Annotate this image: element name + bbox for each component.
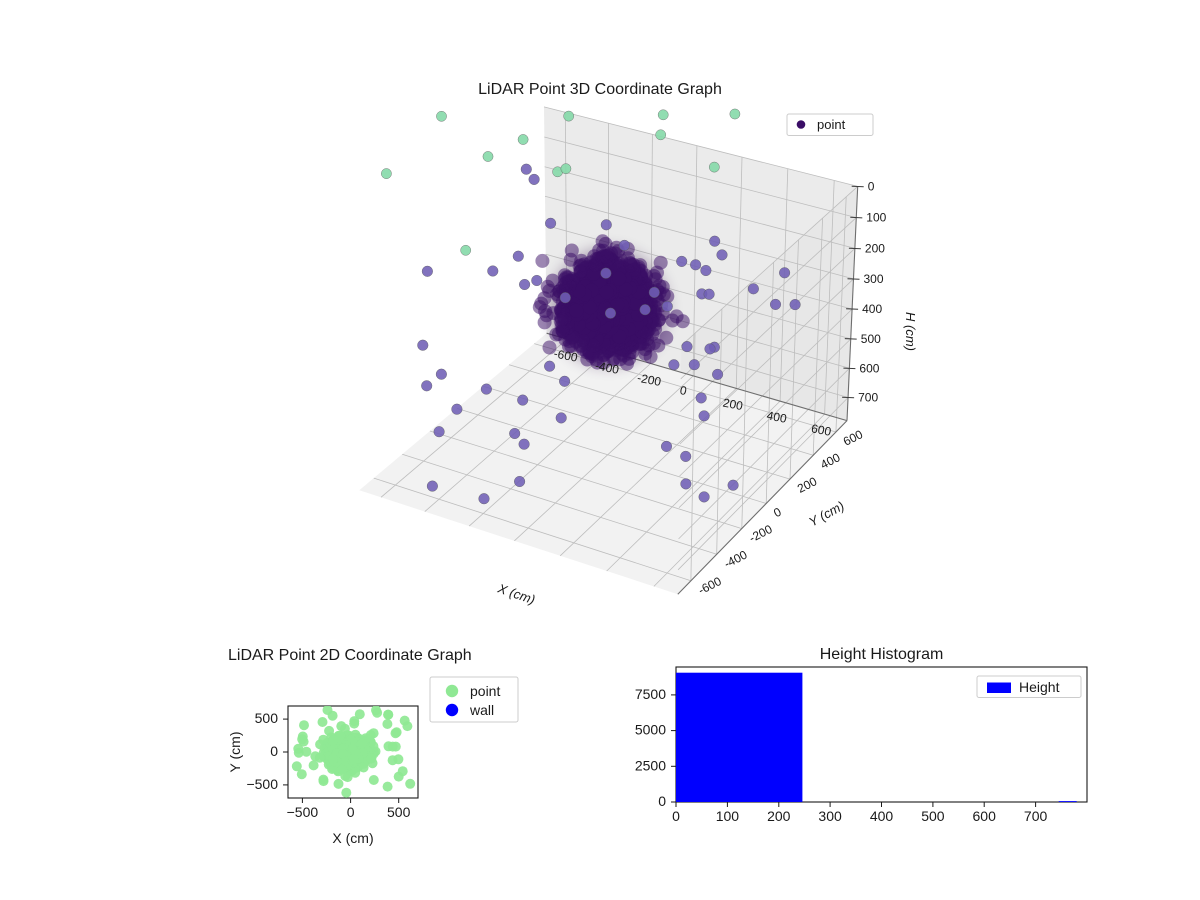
svg-text:2500: 2500 — [635, 757, 666, 773]
svg-text:300: 300 — [864, 272, 884, 286]
svg-text:−500: −500 — [246, 776, 278, 792]
svg-text:400: 400 — [870, 808, 894, 824]
svg-text:100: 100 — [716, 808, 740, 824]
svg-text:point: point — [470, 683, 500, 699]
svg-text:X (cm): X (cm) — [332, 830, 373, 846]
svg-text:500: 500 — [255, 710, 279, 726]
svg-text:5000: 5000 — [635, 722, 666, 738]
svg-text:500: 500 — [387, 804, 411, 820]
svg-text:500: 500 — [921, 808, 945, 824]
svg-text:100: 100 — [866, 211, 886, 225]
svg-text:Height Histogram: Height Histogram — [820, 646, 944, 663]
svg-text:0: 0 — [347, 804, 355, 820]
svg-text:0: 0 — [658, 793, 666, 809]
svg-text:LiDAR Point 2D Coordinate Grap: LiDAR Point 2D Coordinate Graph — [228, 647, 472, 664]
svg-text:LiDAR Point 3D Coordinate Grap: LiDAR Point 3D Coordinate Graph — [478, 81, 722, 98]
svg-text:500: 500 — [861, 332, 881, 346]
svg-text:point: point — [817, 117, 846, 132]
svg-text:700: 700 — [1024, 808, 1048, 824]
svg-text:H (cm): H (cm) — [903, 312, 918, 351]
svg-text:wall: wall — [469, 702, 494, 718]
svg-text:400: 400 — [862, 302, 882, 316]
svg-text:600: 600 — [859, 361, 879, 375]
svg-text:700: 700 — [858, 391, 878, 405]
svg-text:−500: −500 — [287, 804, 319, 820]
svg-text:600: 600 — [973, 808, 997, 824]
svg-text:200: 200 — [767, 808, 791, 824]
svg-text:Height: Height — [1019, 679, 1060, 695]
svg-text:0: 0 — [672, 808, 680, 824]
svg-text:Y (cm): Y (cm) — [227, 732, 243, 773]
svg-text:200: 200 — [865, 241, 885, 255]
svg-text:0: 0 — [868, 179, 875, 193]
svg-text:7500: 7500 — [635, 686, 666, 702]
svg-text:0: 0 — [270, 743, 278, 759]
svg-text:300: 300 — [818, 808, 842, 824]
